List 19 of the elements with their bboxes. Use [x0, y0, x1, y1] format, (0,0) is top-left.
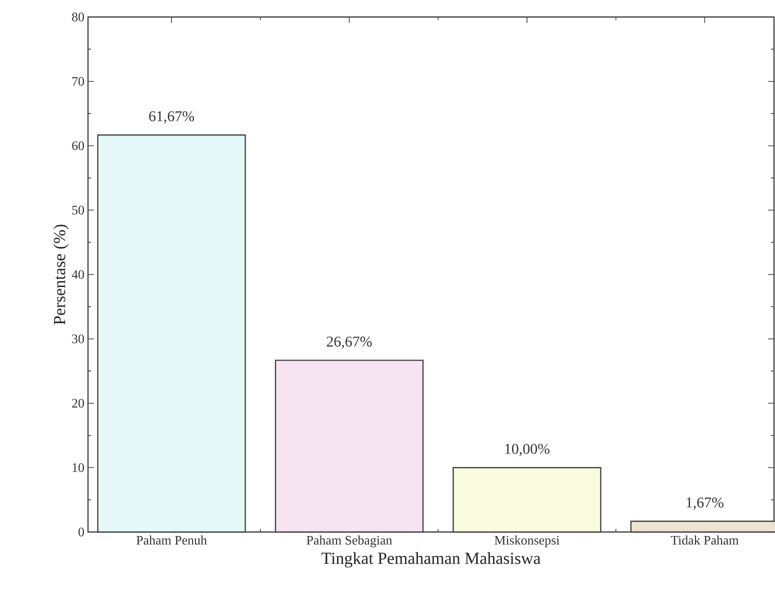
x-tick-label: Paham Sebagian — [306, 536, 392, 548]
y-tick-label: 20 — [72, 398, 84, 408]
data-label: 1,67% — [686, 497, 724, 510]
x-axis-title: Tingkat Pemahaman Mahasiswa — [322, 552, 541, 568]
y-tick-label: 10 — [72, 463, 84, 472]
y-tick-label: 60 — [72, 141, 84, 150]
y-tick-label: 80 — [72, 12, 84, 22]
x-tick-label: Tidak Paham — [670, 536, 739, 545]
y-tick-label: 70 — [72, 76, 84, 86]
data-label: 61,67% — [149, 111, 194, 124]
data-label: 10,00% — [505, 444, 550, 456]
x-tick-label: Paham Penuh — [136, 536, 207, 545]
y-axis-title: Persentase (%) — [53, 224, 69, 325]
y-tick-label: 40 — [72, 270, 84, 279]
x-tick-label: Miskonsepsi — [494, 536, 560, 548]
y-tick-label: 0 — [78, 528, 84, 536]
data-label: 26,67% — [326, 336, 372, 349]
y-tick-label: 50 — [72, 206, 84, 214]
y-tick-label: 30 — [72, 334, 84, 344]
